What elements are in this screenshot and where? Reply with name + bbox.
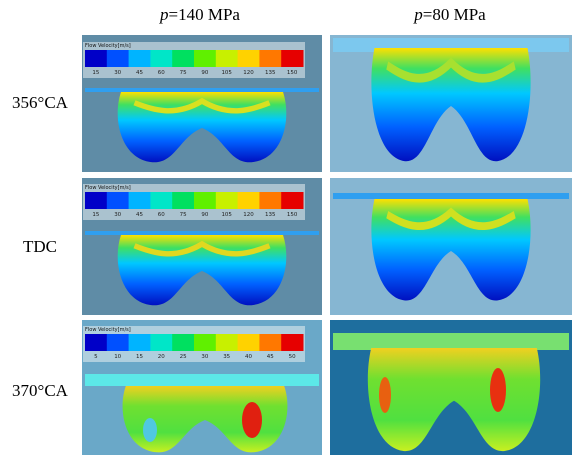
colorbar-tick: 105 — [221, 70, 232, 76]
colorbar-tick: 135 — [265, 70, 276, 76]
colorbar-swatch — [129, 50, 151, 67]
colorbar-tick: 135 — [265, 212, 276, 218]
colorbar-swatch — [129, 192, 151, 209]
colorbar-swatch — [150, 192, 172, 209]
colorbar-swatch — [281, 192, 303, 209]
colorbar-tick: 35 — [223, 354, 230, 360]
colorbar-tick: 15 — [136, 354, 143, 360]
colorbar-swatch — [172, 50, 194, 67]
column-header: p=140 MPa — [159, 5, 240, 24]
colorbar-tick: 120 — [243, 212, 254, 218]
colorbar-tick: 90 — [201, 212, 208, 218]
colorbar-tick: 15 — [92, 70, 99, 76]
colorbar-tick: 60 — [158, 212, 165, 218]
colorbar-title: Flow Velocity[m/s] — [85, 327, 131, 333]
colorbar-tick: 30 — [114, 70, 121, 76]
colorbar-tick: 10 — [114, 354, 121, 360]
row-label: 356°CA — [12, 93, 69, 112]
colorbar-swatch — [85, 192, 107, 209]
colorbar-title: Flow Velocity[m/s] — [85, 43, 131, 49]
colorbar-tick: 5 — [94, 354, 98, 360]
colorbar-swatch — [259, 334, 281, 351]
colorbar-tick: 150 — [287, 70, 298, 76]
colorbar-swatch — [281, 334, 303, 351]
colorbar-tick: 40 — [245, 354, 252, 360]
colorbar-swatch — [216, 50, 238, 67]
colorbar-title: Flow Velocity[m/s] — [85, 185, 131, 191]
colorbar-tick: 50 — [289, 354, 296, 360]
colorbar-tick: 15 — [92, 212, 99, 218]
colorbar-swatch — [194, 50, 216, 67]
row-label: TDC — [23, 237, 57, 256]
colorbar-swatch — [259, 192, 281, 209]
colorbar-swatch — [85, 334, 107, 351]
colorbar-tick: 30 — [201, 354, 208, 360]
colorbar-tick: 20 — [158, 354, 165, 360]
colorbar-swatch — [194, 334, 216, 351]
colorbar-swatch — [216, 192, 238, 209]
colorbar-tick: 105 — [221, 212, 232, 218]
colorbar-tick: 30 — [114, 212, 121, 218]
colorbar-swatch — [172, 334, 194, 351]
colorbar-swatch — [238, 50, 260, 67]
colorbar-swatch — [172, 192, 194, 209]
colorbar-tick: 75 — [180, 70, 187, 76]
colorbar-swatch — [259, 50, 281, 67]
colorbar-tick: 90 — [201, 70, 208, 76]
colorbar-swatch — [107, 192, 129, 209]
colorbar-swatch — [107, 334, 129, 351]
colorbar-tick: 120 — [243, 70, 254, 76]
colorbar-swatch — [238, 192, 260, 209]
panel — [330, 178, 572, 315]
row-label: 370°CA — [12, 381, 69, 400]
colorbar-tick: 75 — [180, 212, 187, 218]
colorbar-tick: 25 — [180, 354, 187, 360]
colorbar-swatch — [150, 50, 172, 67]
panel — [330, 35, 572, 172]
colorbar-swatch — [238, 334, 260, 351]
column-header: p=80 MPa — [413, 5, 486, 24]
colorbar-swatch — [216, 334, 238, 351]
colorbar-tick: 60 — [158, 70, 165, 76]
colorbar-swatch — [150, 334, 172, 351]
colorbar-swatch — [194, 192, 216, 209]
figure: p=140 MPa p=80 MPa 356°CA TDC 370°CA Flo… — [0, 0, 577, 457]
colorbar-tick: 45 — [136, 212, 143, 218]
colorbar-swatch — [281, 50, 303, 67]
colorbar-tick: 45 — [136, 70, 143, 76]
colorbar-swatch — [85, 50, 107, 67]
panel — [330, 320, 572, 455]
colorbar-tick: 45 — [267, 354, 274, 360]
colorbar-tick: 150 — [287, 212, 298, 218]
colorbar-swatch — [129, 334, 151, 351]
colorbar-swatch — [107, 50, 129, 67]
